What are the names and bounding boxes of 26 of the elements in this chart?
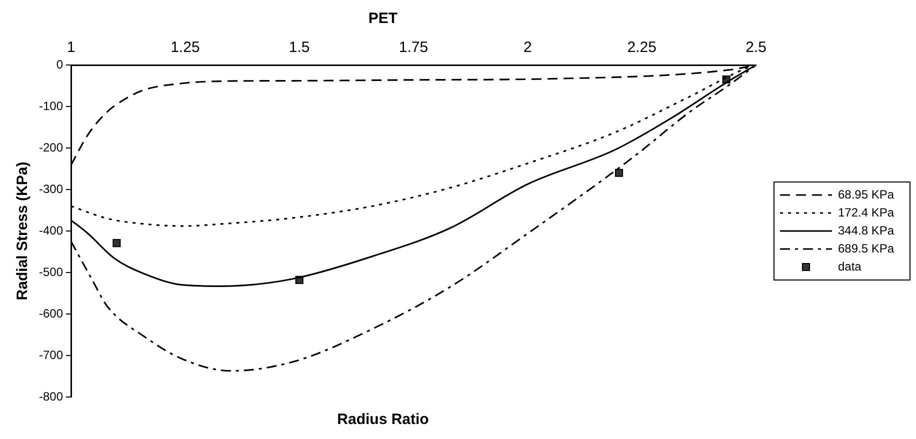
point <box>614 168 624 177</box>
legend-label: 68.95 KPa <box>838 187 894 202</box>
legend-label: 344.8 KPa <box>838 223 894 238</box>
y-tick-label: -600 <box>38 306 64 320</box>
y-tick-label: -400 <box>38 223 64 238</box>
x-tick-label: 1.75 <box>398 39 428 56</box>
x-tick-label: 1 <box>66 39 76 56</box>
x-tick-label: 2.25 <box>627 39 656 56</box>
y-tick-label: -700 <box>38 348 64 362</box>
x-tick-label: 2.5 <box>746 39 766 56</box>
x-tick-label: 1.5 <box>288 39 310 56</box>
y-tick-label: -300 <box>38 182 64 196</box>
y-axis-title: Radial Stress (KPa) <box>14 162 32 300</box>
y-tick-label: -100 <box>38 98 64 113</box>
x-tick-label: 2 <box>524 39 532 56</box>
y-tick-label: 0 <box>56 57 64 72</box>
chart-title: PET <box>368 10 398 28</box>
legend-label: 172.4 KPa <box>838 205 894 220</box>
y-tick-label: -800 <box>38 389 64 404</box>
legend-label: data <box>838 259 862 274</box>
x-axis-title: Radius Ratio <box>337 411 429 428</box>
legend-label: 689.5 KPa <box>838 241 894 256</box>
y-tick-label: -500 <box>38 264 64 279</box>
x-tick-label: 1.25 <box>170 39 200 56</box>
point <box>112 239 121 248</box>
y-tick-label: -200 <box>38 140 64 154</box>
